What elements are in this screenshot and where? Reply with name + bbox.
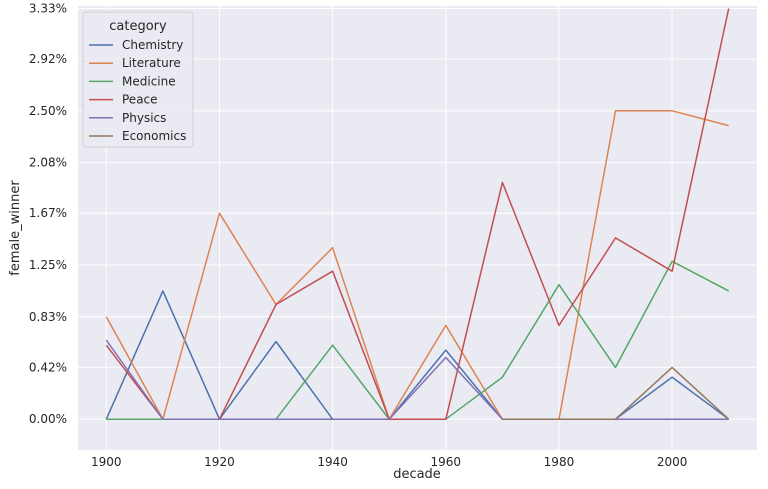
legend-label: Medicine — [122, 74, 176, 88]
x-tick-label: 1960 — [431, 455, 462, 469]
y-tick-label: 1.67% — [29, 206, 67, 220]
y-tick-label: 1.25% — [29, 258, 67, 272]
x-tick-labels: 1900 1920 1940 1960 1980 2000 — [91, 455, 687, 469]
y-tick-label: 2.50% — [29, 104, 67, 118]
y-tick-label: 0.83% — [29, 310, 67, 324]
legend-label: Physics — [122, 111, 166, 125]
y-axis-label: female_winner — [8, 180, 23, 276]
x-tick-label: 1920 — [204, 455, 235, 469]
legend-items: Chemistry Literature Medicine Peace Physics E… — [89, 38, 186, 143]
series-line-physics — [105, 339, 729, 420]
x-tick-label: 2000 — [657, 455, 688, 469]
legend-label: Peace — [122, 93, 158, 107]
x-tick-label: 1900 — [91, 455, 122, 469]
legend-title: category — [109, 19, 167, 34]
y-tick-label: 0.00% — [29, 412, 67, 426]
legend-label: Chemistry — [122, 38, 183, 52]
x-tick-label: 1980 — [544, 455, 575, 469]
legend: category Chemistry Literature Medicine Peac… — [82, 11, 194, 148]
x-axis-label: decade — [393, 467, 441, 482]
series-line-economics — [502, 366, 730, 420]
series-line-literature — [105, 110, 729, 420]
y-tick-label: 2.08% — [29, 156, 67, 170]
legend-label: Economics — [122, 129, 186, 143]
series-lines — [105, 8, 730, 420]
legend-label: Literature — [122, 56, 181, 70]
y-tick-label: 3.33% — [29, 1, 67, 15]
y-tick-labels: 0.00% 0.42% 0.83% 1.25% 1.67% 2.08% 2.50% 2.92%… — [29, 1, 67, 426]
series-line-chemistry — [105, 290, 730, 420]
x-tick-label: 1940 — [317, 455, 348, 469]
y-tick-label: 0.42% — [29, 360, 67, 374]
y-tick-label: 2.92% — [29, 52, 67, 66]
